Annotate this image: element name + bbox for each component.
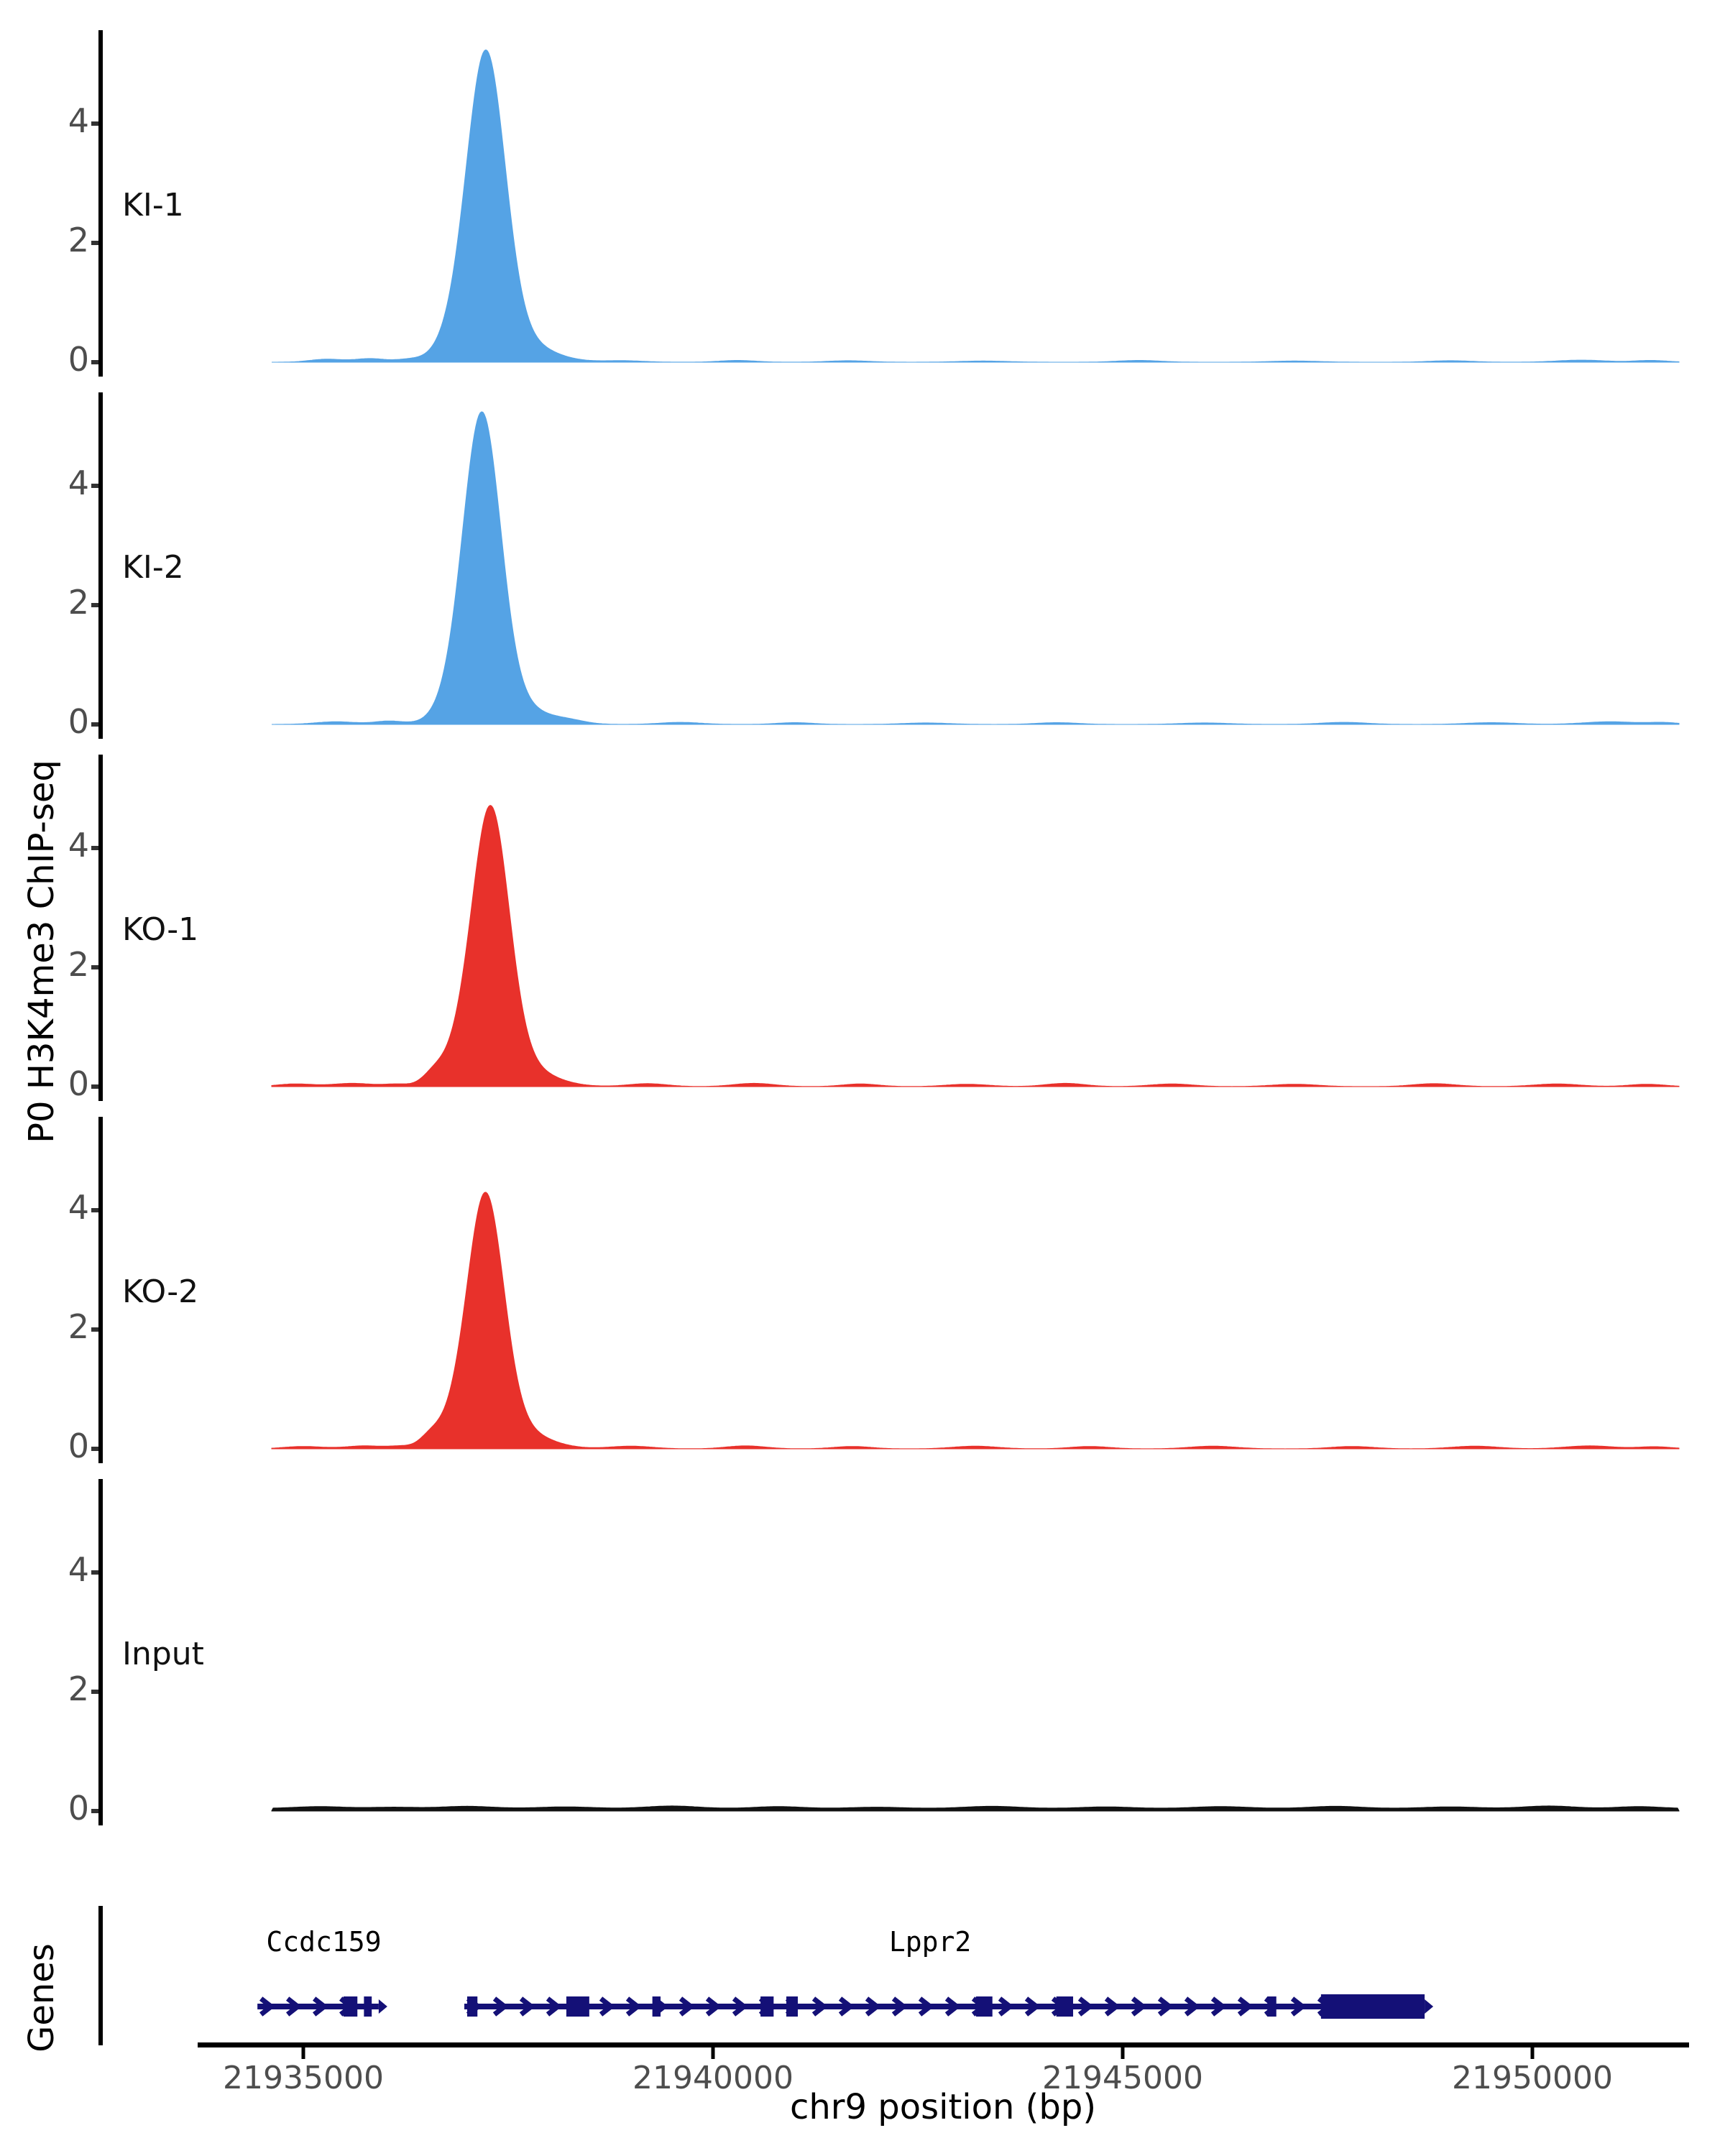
y-tick-label-KO-1-4: 4 [68, 826, 89, 865]
track-label-KO-1: KO-1 [122, 911, 199, 948]
gene-end-arrow-Lppr2 [1425, 1999, 1434, 2014]
y-tick-label-Input-0: 0 [68, 1789, 89, 1828]
y-tick-label-KI-1-4: 4 [68, 101, 89, 140]
y-tick-KO-1-2 [91, 965, 98, 969]
exon-Lppr2-2 [652, 1996, 661, 2017]
y-tick-KI-1-2 [91, 241, 98, 245]
y-tick-label-KO-1-0: 0 [68, 1064, 89, 1103]
track-label-Input: Input [122, 1636, 204, 1672]
y-tick-KI-2-4 [91, 484, 98, 488]
coverage-area-Input [271, 1805, 1680, 1812]
x-tick-label-21945000: 21945000 [1042, 2060, 1203, 2096]
y-tick-KO-1-0 [91, 1084, 98, 1089]
x-axis-line [198, 2042, 1689, 2047]
coverage-area-KI-2 [272, 411, 1680, 725]
y-tick-label-Input-4: 4 [68, 1550, 89, 1589]
y-tick-Input-2 [91, 1690, 98, 1694]
gene-body-Lppr2 [464, 2004, 1425, 2009]
y-tick-KI-2-2 [91, 603, 98, 607]
y-tick-KO-2-4 [91, 1208, 98, 1212]
genes-axis-line [98, 1906, 103, 2045]
y-tick-label-KI-2-0: 0 [68, 702, 89, 741]
x-tick-21950000 [1530, 2047, 1535, 2059]
y-tick-KO-2-2 [91, 1327, 98, 1332]
y-tick-label-KO-1-2: 2 [68, 945, 89, 984]
y-tick-KO-1-4 [91, 846, 98, 850]
exon-Lppr2-7 [1267, 1996, 1276, 2017]
y-axis-line-KO-1 [98, 755, 103, 1101]
exon-Ccdc159-1 [364, 1996, 372, 2017]
coverage-area-KI-1 [272, 49, 1680, 363]
exon-Lppr2-5 [975, 1996, 993, 2017]
exon-Lppr2-8 [1320, 1994, 1425, 2019]
x-tick-label-21940000: 21940000 [632, 2060, 794, 2096]
track-label-KO-2: KO-2 [122, 1273, 199, 1310]
y-tick-KI-1-4 [91, 121, 98, 126]
gene-body-Ccdc159 [257, 2004, 379, 2009]
x-tick-label-21935000: 21935000 [223, 2060, 384, 2096]
exon-Lppr2-0 [467, 1996, 478, 2017]
x-tick-21945000 [1121, 2047, 1125, 2059]
x-tick-21940000 [711, 2047, 715, 2059]
gene-end-arrow-Ccdc159 [378, 1999, 387, 2014]
y-axis-line-Input [98, 1479, 103, 1825]
exon-Lppr2-1 [566, 1996, 589, 2017]
gene-label-Lppr2: Lppr2 [888, 1926, 972, 1958]
x-tick-label-21950000: 21950000 [1452, 2060, 1613, 2096]
y-tick-label-KI-1-0: 0 [68, 340, 89, 379]
y-axis-line-KI-1 [98, 30, 103, 377]
y-tick-KO-2-0 [91, 1447, 98, 1451]
y-tick-KI-2-0 [91, 722, 98, 727]
y-axis-line-KO-2 [98, 1117, 103, 1463]
y-tick-Input-0 [91, 1809, 98, 1813]
exon-Lppr2-3 [760, 1996, 774, 2017]
y-tick-KI-1-0 [91, 360, 98, 364]
genes-axis-label: Genes [22, 1943, 62, 2053]
y-tick-label-KO-2-4: 4 [68, 1188, 89, 1227]
track-label-KI-1: KI-1 [122, 187, 184, 224]
exon-Lppr2-6 [1056, 1996, 1074, 2017]
y-tick-Input-4 [91, 1570, 98, 1575]
y-tick-label-Input-2: 2 [68, 1669, 89, 1708]
exon-Ccdc159-0 [343, 1996, 358, 2017]
exon-Lppr2-4 [786, 1996, 798, 2017]
y-tick-label-KI-2-2: 2 [68, 583, 89, 622]
coverage-area-KO-1 [271, 805, 1680, 1087]
y-tick-label-KO-2-0: 0 [68, 1427, 89, 1465]
strand-arrows-Ccdc159 [259, 1996, 355, 2017]
y-tick-label-KI-2-4: 4 [68, 464, 89, 502]
x-tick-21935000 [301, 2047, 305, 2059]
y-tick-label-KO-2-2: 2 [68, 1307, 89, 1346]
coverage-area-KO-2 [271, 1192, 1680, 1450]
gene-label-Ccdc159: Ccdc159 [266, 1926, 382, 1958]
y-tick-label-KI-1-2: 2 [68, 221, 89, 259]
track-label-KI-2: KI-2 [122, 549, 184, 586]
x-axis-title: chr9 position (bp) [789, 2087, 1097, 2127]
y-axis-line-KI-2 [98, 392, 103, 739]
